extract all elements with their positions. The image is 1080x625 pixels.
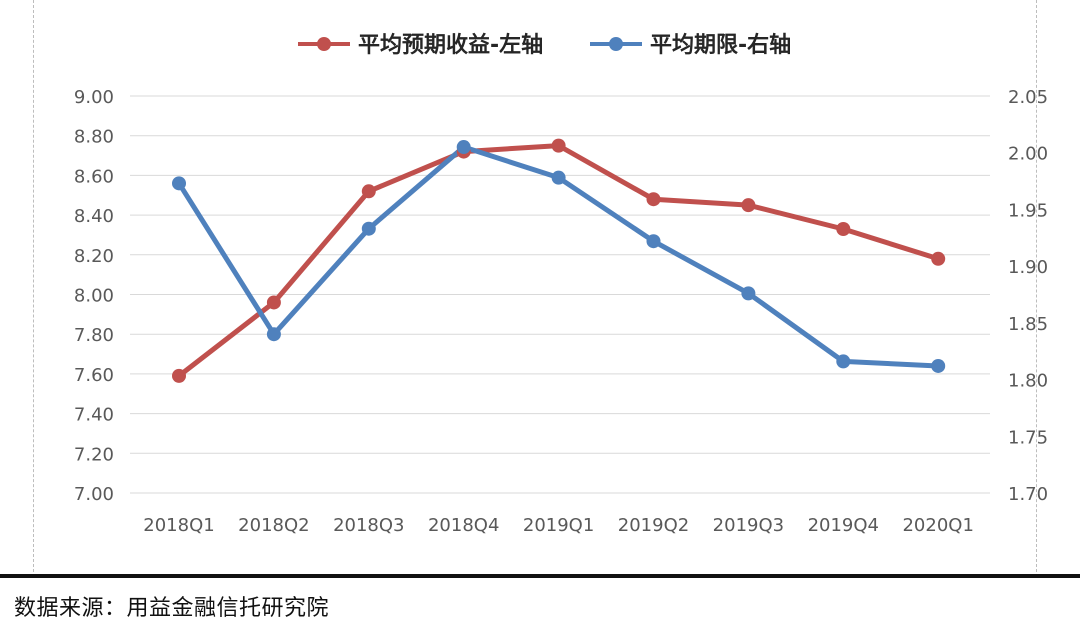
series-2-point [361,221,376,236]
series-1-point [172,368,186,383]
x-tick-label: 2019Q4 [808,515,879,536]
y-right-tick-label: 1.85 [1008,314,1048,335]
x-tick-label: 2020Q1 [902,515,973,536]
series-1-point [646,192,661,207]
x-tick-label: 2019Q3 [713,515,784,536]
y-right-tick-label: 2.05 [1008,87,1048,108]
y-right-tick-label: 2.00 [1008,144,1048,165]
y-right-tick-label: 1.90 [1008,257,1048,278]
series-2-point [266,327,281,342]
series-1-point [741,198,756,213]
y-left-tick-label: 8.40 [74,206,114,227]
series-1-point [931,251,946,266]
series-1-point [836,221,851,236]
y-left-tick-label: 7.60 [74,365,114,386]
source-note: 数据来源：用益金融信托研究院 [14,596,330,621]
series-2-point [836,354,851,369]
y-right-tick-label: 1.80 [1008,371,1048,392]
y-left-tick-label: 7.00 [74,484,114,505]
y-right-tick-label: 1.75 [1008,427,1048,448]
y-left-tick-label: 8.00 [74,286,114,307]
y-left-tick-label: 8.60 [74,166,114,187]
x-tick-label: 2018Q3 [333,515,404,536]
line-chart: 平均预期收益-左轴 平均期限-右轴 7.00 7.20 7.40 7.60 7.80 8.… [74,32,1048,536]
y-left-tick-label: 8.20 [74,246,114,267]
legend-swatch-marker-series-2 [609,37,623,51]
gridlines [130,95,990,494]
series-2-point [456,140,471,155]
y-right-tick-label: 1.70 [1008,484,1048,505]
series-2-point [646,234,661,249]
y-left-tick-label: 9.00 [74,87,114,108]
legend: 平均预期收益-左轴 平均期限-右轴 [298,32,791,58]
x-tick-label: 2018Q4 [428,515,499,536]
y-axis-right-tick-labels: 1.70 1.75 1.80 1.85 1.90 1.95 2.00 2.05 [1008,87,1048,505]
frame-border-right [1036,0,1037,572]
y-left-tick-label: 7.20 [74,444,114,465]
frame-border-left [33,0,34,572]
legend-label-series-1: 平均预期收益-左轴 [358,32,543,58]
series-points [172,138,946,383]
chart-frame: 平均预期收益-左轴 平均期限-右轴 7.00 7.20 7.40 7.60 7.80 8.… [33,0,1048,572]
bottom-rule [0,574,1080,578]
series-1-point [551,138,566,153]
series-1-point [361,184,376,199]
series-2-point [172,176,186,191]
legend-swatch-marker-series-1 [317,37,331,51]
series-2-point [551,170,566,185]
series-2-point [741,286,756,301]
y-axis-left-tick-labels: 7.00 7.20 7.40 7.60 7.80 8.00 8.20 8.40 8.60 8.80… [74,87,114,505]
x-tick-label: 2018Q1 [143,515,214,536]
y-right-tick-label: 1.95 [1008,200,1048,221]
series-2-point [931,358,946,373]
y-left-tick-label: 7.40 [74,405,114,426]
legend-label-series-2: 平均期限-右轴 [650,32,791,58]
x-axis-tick-labels: 2018Q1 2018Q2 2018Q3 2018Q4 2019Q1 2019Q2 2019… [143,515,974,536]
y-left-tick-label: 7.80 [74,325,114,346]
x-tick-label: 2019Q1 [523,515,594,536]
x-tick-label: 2019Q2 [618,515,689,536]
series-1-point [266,295,281,310]
y-left-tick-label: 8.80 [74,127,114,148]
x-tick-label: 2018Q2 [238,515,309,536]
